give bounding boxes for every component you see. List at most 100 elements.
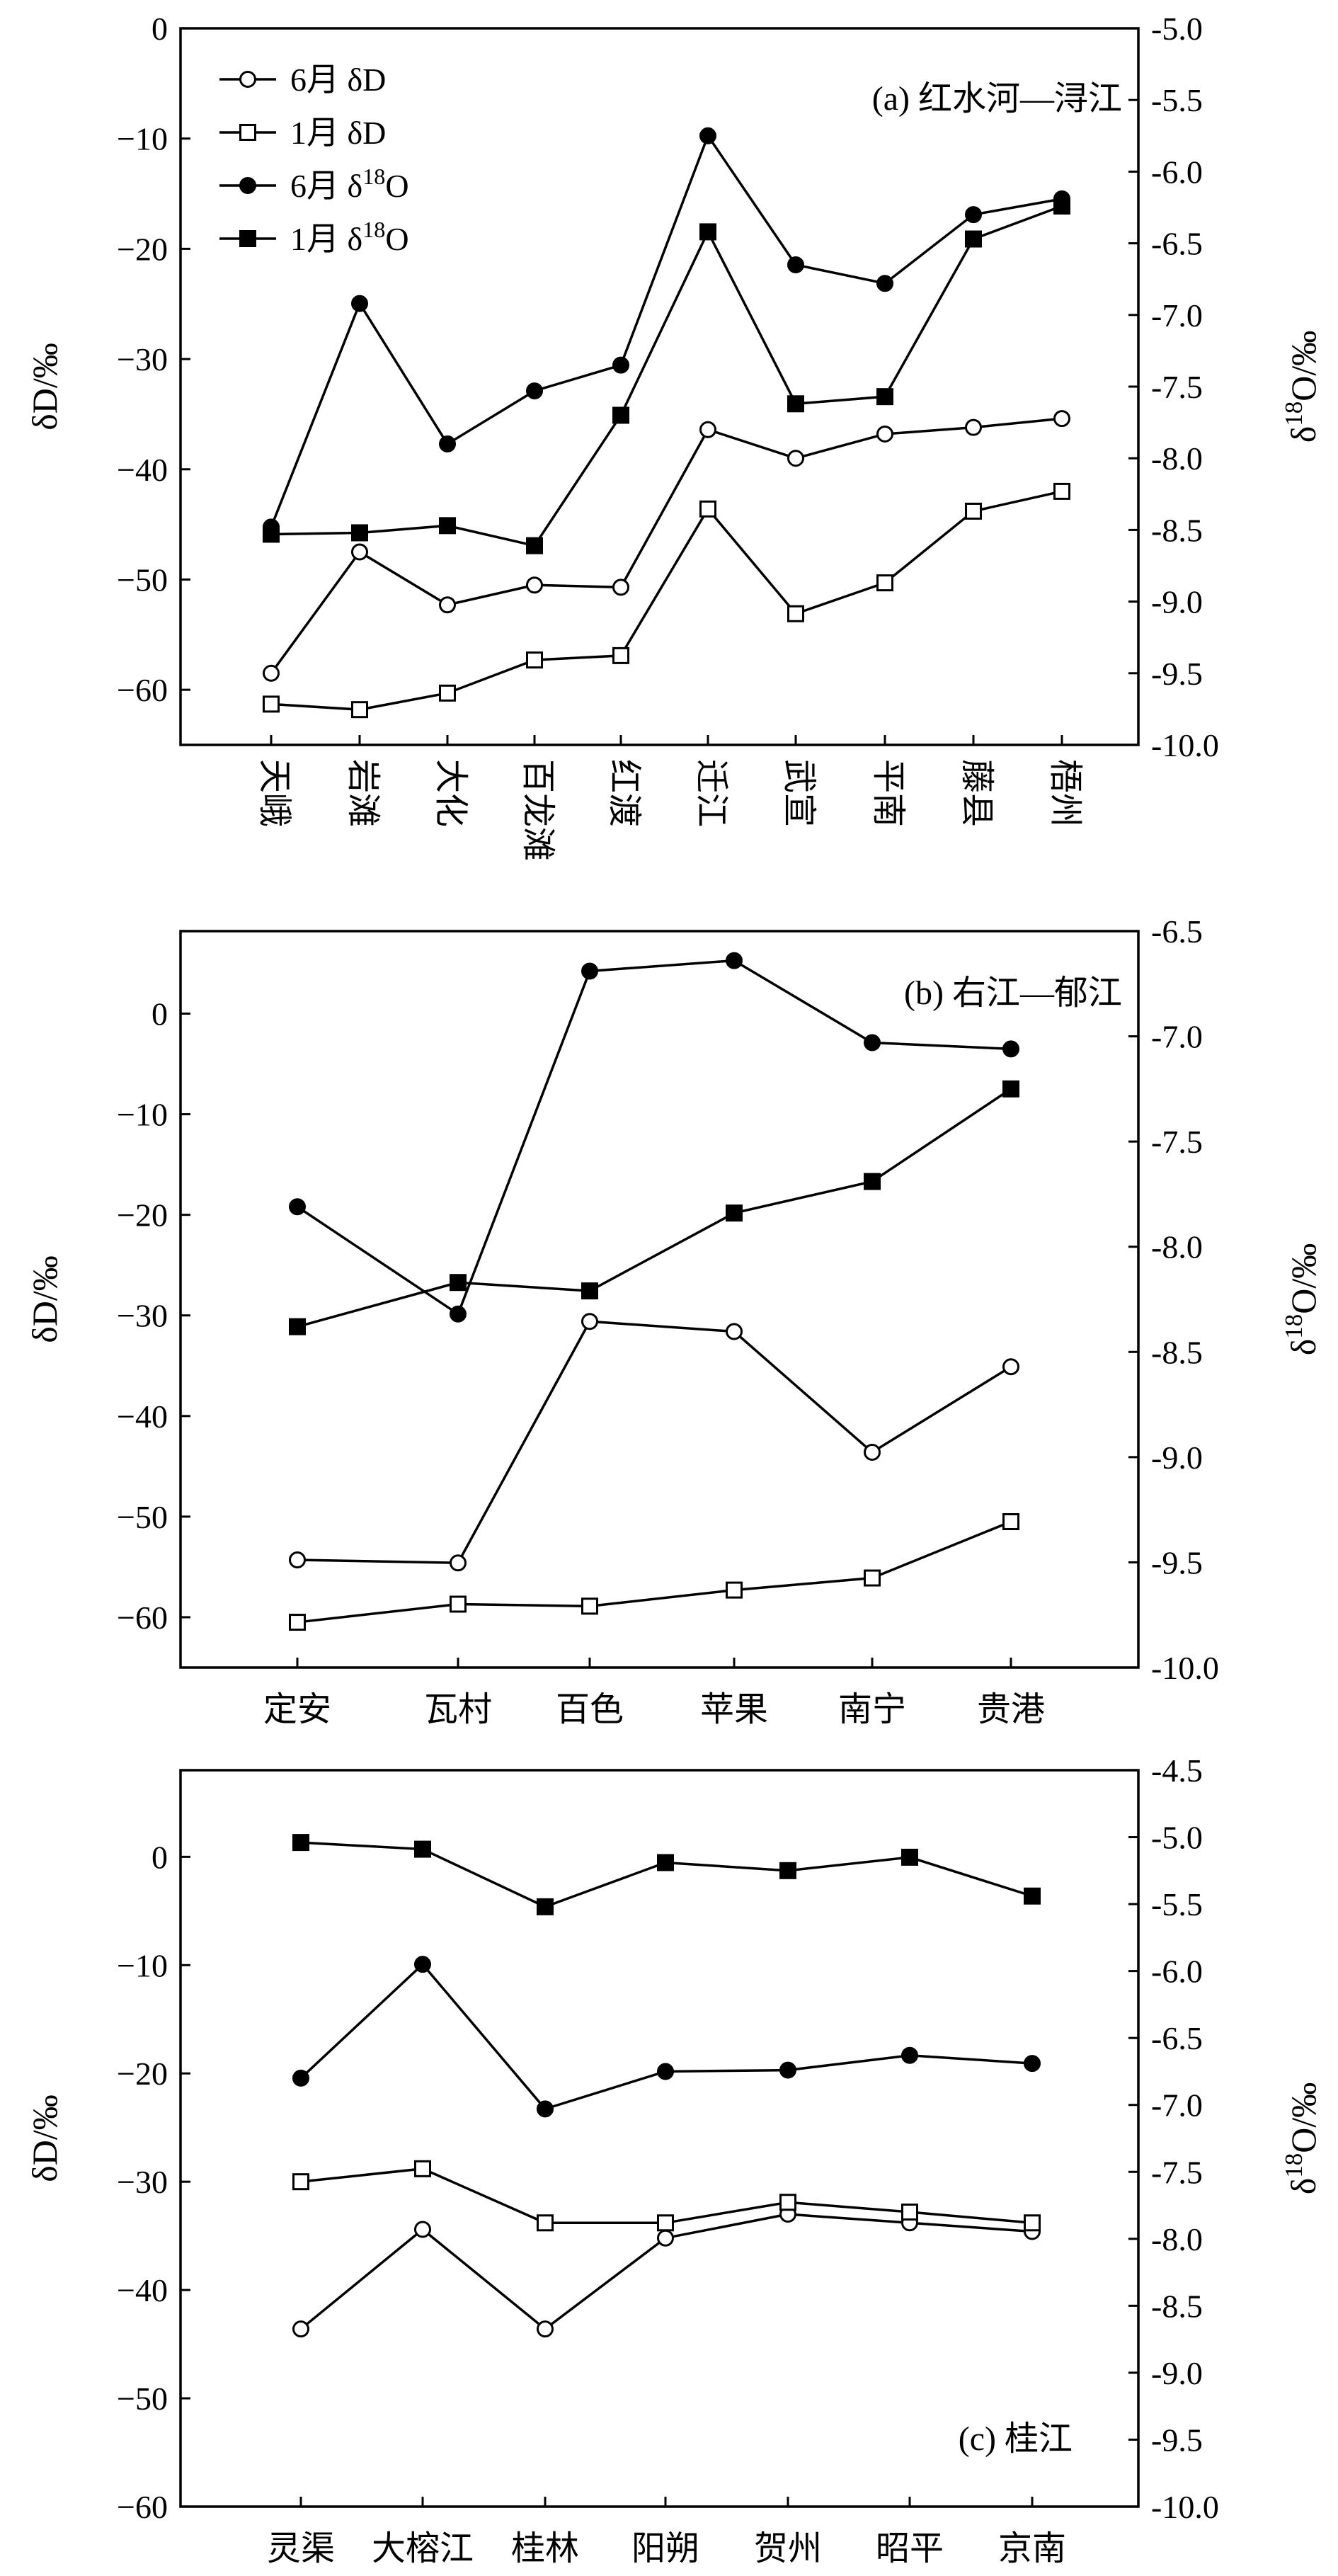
category-label: 大榕江 xyxy=(372,2530,474,2568)
right-tick-label: -9.5 xyxy=(1151,656,1203,692)
data-point xyxy=(537,2214,554,2232)
left-tick-label: −20 xyxy=(117,1197,168,1233)
data-point xyxy=(612,579,629,596)
right-tick-label: -7.0 xyxy=(1151,1019,1203,1055)
right-tick-label: -8.0 xyxy=(1151,440,1203,477)
series-line xyxy=(297,1088,1012,1328)
left-tick-label: −10 xyxy=(117,1097,168,1133)
right-tick-label: -9.0 xyxy=(1151,1440,1203,1476)
series-1 xyxy=(263,482,1070,719)
series-line xyxy=(299,1962,1033,2111)
category-label: 藤县 xyxy=(958,759,995,827)
legend-marker xyxy=(239,124,256,141)
data-point xyxy=(581,1282,598,1300)
right-tick-label: -5.5 xyxy=(1151,1886,1203,1922)
data-point xyxy=(263,525,280,543)
data-point xyxy=(537,2100,554,2118)
data-point xyxy=(526,537,543,554)
data-point xyxy=(699,127,716,144)
data-point xyxy=(1053,410,1070,428)
data-point xyxy=(526,576,543,594)
data-point xyxy=(1053,197,1070,215)
data-point xyxy=(1024,2055,1041,2073)
panel-annotation: (a) 红水河—浔江 xyxy=(872,80,1122,118)
series-1 xyxy=(292,2160,1041,2232)
data-point xyxy=(537,1898,554,1915)
panel-annotation: (b) 右江—郁江 xyxy=(904,974,1122,1012)
data-point xyxy=(289,1198,306,1216)
left-tick-label: −30 xyxy=(117,341,168,377)
data-point xyxy=(263,664,280,682)
category-label: 武宣 xyxy=(780,759,818,827)
plot-frame xyxy=(179,930,1140,1669)
data-point xyxy=(450,1554,467,1572)
data-point xyxy=(864,1034,881,1052)
series-line xyxy=(270,490,1063,711)
right-tick-label: -5.0 xyxy=(1151,11,1203,47)
data-point xyxy=(787,450,804,467)
data-point xyxy=(537,2320,554,2338)
data-point xyxy=(450,1305,467,1323)
right-axis-title: δ18O/‰ xyxy=(1280,331,1324,443)
left-tick-label: −30 xyxy=(117,2164,168,2200)
data-point xyxy=(612,356,629,374)
data-point xyxy=(351,543,368,561)
right-tick-label: -7.5 xyxy=(1151,1124,1203,1160)
series-line xyxy=(270,205,1063,547)
data-point xyxy=(965,418,982,436)
right-axis-title: δ18O/‰ xyxy=(1280,1243,1324,1356)
panel-a: 0 −10 −20 −30 −40 −50 −60 -5.0 -5.5 -6.0 -6.5 -7.0 -… xyxy=(25,11,1323,861)
data-point xyxy=(292,2173,309,2191)
legend-marker xyxy=(239,71,256,88)
category-label: 大化 xyxy=(432,759,469,827)
right-tick-label: -8.5 xyxy=(1151,1334,1203,1370)
category-label: 红渡 xyxy=(605,759,643,827)
series-0 xyxy=(263,410,1070,682)
data-point xyxy=(657,2063,674,2080)
data-point xyxy=(965,230,982,248)
data-point xyxy=(1002,1080,1019,1098)
panel-b: 0 −10 −20 −30 −40 −50 −60 -6.5 -7.0 -7.5 -8.0 -8.5 -… xyxy=(25,913,1323,1728)
left-axis-title: δD/‰ xyxy=(25,2095,64,2182)
left-tick-label: −20 xyxy=(117,2056,168,2092)
series-line xyxy=(270,417,1063,674)
left-axis-title: δD/‰ xyxy=(25,343,64,431)
data-point xyxy=(450,1274,467,1292)
data-point xyxy=(581,1313,598,1330)
left-tick-label: −40 xyxy=(117,1398,168,1435)
category-label: 瓦村 xyxy=(424,1691,492,1728)
category-label: 贺州 xyxy=(754,2530,822,2568)
right-tick-label: -8.0 xyxy=(1151,2221,1203,2257)
data-point xyxy=(289,1614,306,1631)
data-point xyxy=(787,256,804,273)
data-point xyxy=(439,435,456,452)
right-tick-label: -6.5 xyxy=(1151,2020,1203,2056)
left-tick-label: −30 xyxy=(117,1298,168,1334)
data-point xyxy=(699,500,716,518)
data-point xyxy=(787,395,804,413)
right-tick-label: -8.0 xyxy=(1151,1229,1203,1265)
data-point xyxy=(1053,482,1070,500)
data-point xyxy=(657,2229,674,2247)
data-point xyxy=(726,1581,743,1599)
right-tick-label: -7.5 xyxy=(1151,369,1203,405)
data-point xyxy=(965,206,982,224)
category-label: 阳朔 xyxy=(631,2530,699,2568)
right-tick-label: -4.5 xyxy=(1151,1753,1203,1789)
category-label: 贵港 xyxy=(977,1691,1045,1728)
left-tick-label: 0 xyxy=(151,996,168,1032)
left-tick-label: −50 xyxy=(117,562,168,598)
category-label: 百龙滩 xyxy=(519,759,556,861)
category-label: 百色 xyxy=(556,1691,624,1728)
data-point xyxy=(612,646,629,664)
data-point xyxy=(779,2061,796,2079)
data-point xyxy=(726,952,743,969)
data-point xyxy=(289,1551,306,1568)
data-point xyxy=(414,2160,431,2177)
data-point xyxy=(292,2069,309,2087)
data-point xyxy=(699,421,716,438)
data-point xyxy=(657,1854,674,1871)
series-line xyxy=(300,1841,1033,1908)
right-tick-label: -7.5 xyxy=(1151,2154,1203,2190)
left-tick-label: −50 xyxy=(117,1499,168,1535)
